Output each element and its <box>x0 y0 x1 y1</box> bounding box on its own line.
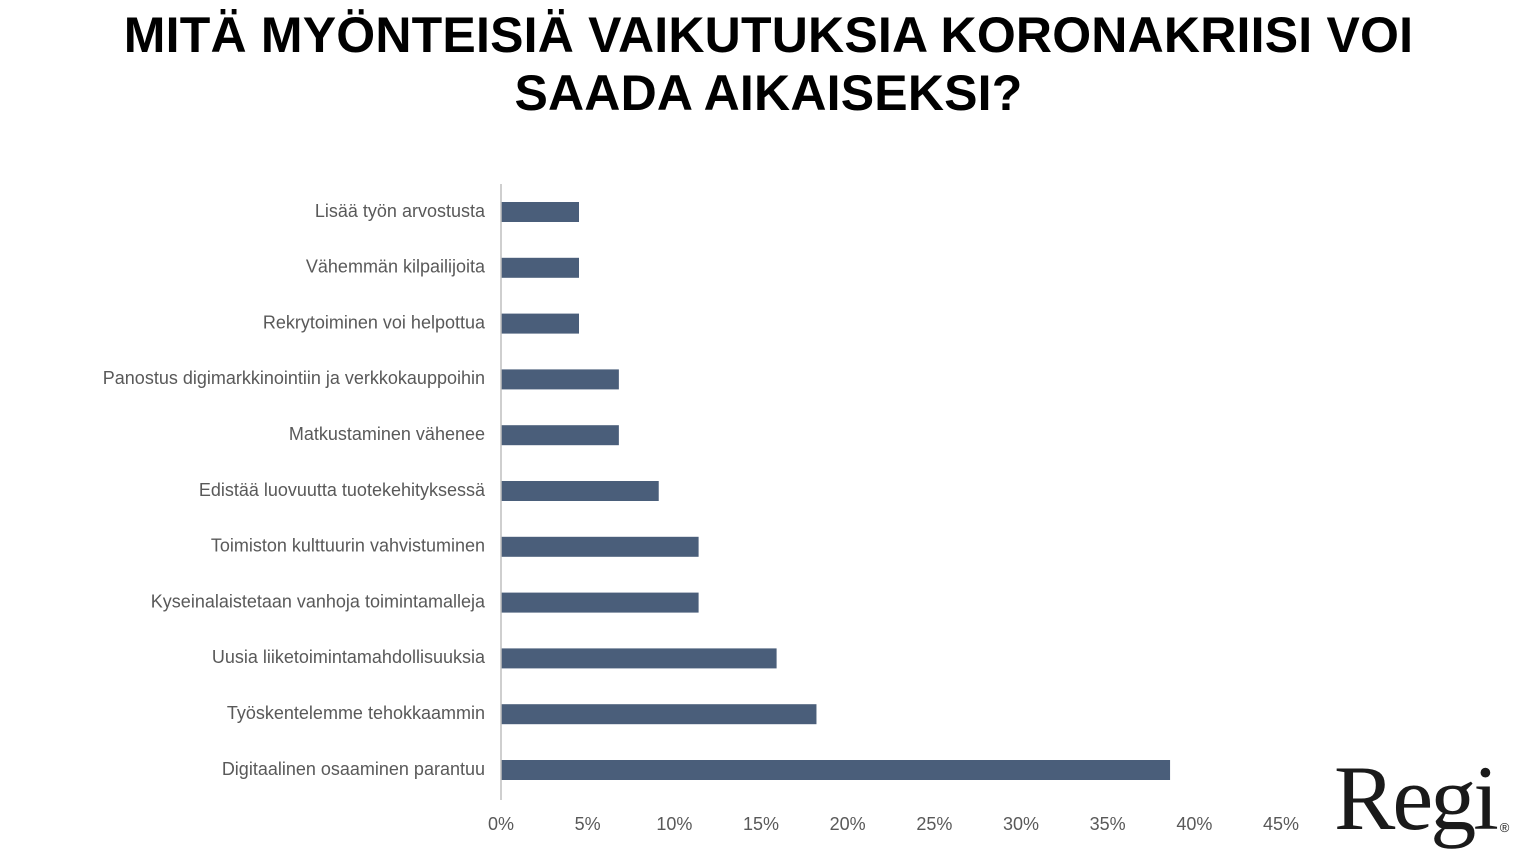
category-label: Panostus digimarkkinointiin ja verkkokau… <box>103 368 485 388</box>
category-label: Lisää työn arvostusta <box>315 201 486 221</box>
x-axis-tick-labels: 0% 5% 10% 15% 20% 25% 30% 35% 40% 45% <box>488 814 1299 834</box>
bar <box>501 257 579 278</box>
chart-title-line-1: MITÄ MYÖNTEISIÄ VAIKUTUKSIA KORONAKRIISI… <box>123 7 1414 63</box>
bar <box>501 202 579 222</box>
logo-text: Regi <box>1334 747 1499 849</box>
bars-group <box>501 202 1171 780</box>
x-tick-label: 25% <box>916 814 952 834</box>
x-tick-label: 35% <box>1090 814 1126 834</box>
category-labels: Lisää työn arvostusta Vähemmän kilpailijo… <box>103 201 486 779</box>
bar <box>501 425 619 446</box>
category-label: Digitaalinen osaaminen parantuu <box>222 759 485 779</box>
bar <box>501 536 699 557</box>
category-label: Edistää luovuutta tuotekehityksessä <box>199 480 486 500</box>
x-tick-label: 15% <box>743 814 779 834</box>
x-tick-label: 30% <box>1003 814 1039 834</box>
registered-mark: ® <box>1499 820 1510 835</box>
regi-logo: Regi ® <box>1334 738 1509 858</box>
bar <box>501 481 659 501</box>
bar <box>501 648 777 669</box>
category-label: Toimiston kulttuurin vahvistuminen <box>211 536 485 556</box>
x-tick-label: 10% <box>656 814 692 834</box>
category-label: Matkustaminen vähenee <box>289 424 485 444</box>
category-label: Rekrytoiminen voi helpottua <box>263 312 486 332</box>
chart-title-line-2: SAADA AIKAISEKSI? <box>514 65 1023 121</box>
x-tick-label: 20% <box>830 814 866 834</box>
category-label: Kyseinalaistetaan vanhoja toimintamallej… <box>151 591 486 611</box>
x-tick-label: 45% <box>1263 814 1299 834</box>
category-label: Vähemmän kilpailijoita <box>306 257 486 277</box>
bar <box>501 313 579 334</box>
category-label: Työskentelemme tehokkaammin <box>227 703 485 723</box>
bar <box>501 592 699 613</box>
bar <box>501 369 619 390</box>
x-tick-label: 40% <box>1176 814 1212 834</box>
x-tick-label: 5% <box>575 814 601 834</box>
x-tick-label: 0% <box>488 814 514 834</box>
bar <box>501 760 1171 780</box>
chart-title: MITÄ MYÖNTEISIÄ VAIKUTUKSIA KORONAKRIISI… <box>0 6 1537 122</box>
bar <box>501 704 817 725</box>
category-label: Uusia liiketoimintamahdollisuuksia <box>212 647 486 667</box>
